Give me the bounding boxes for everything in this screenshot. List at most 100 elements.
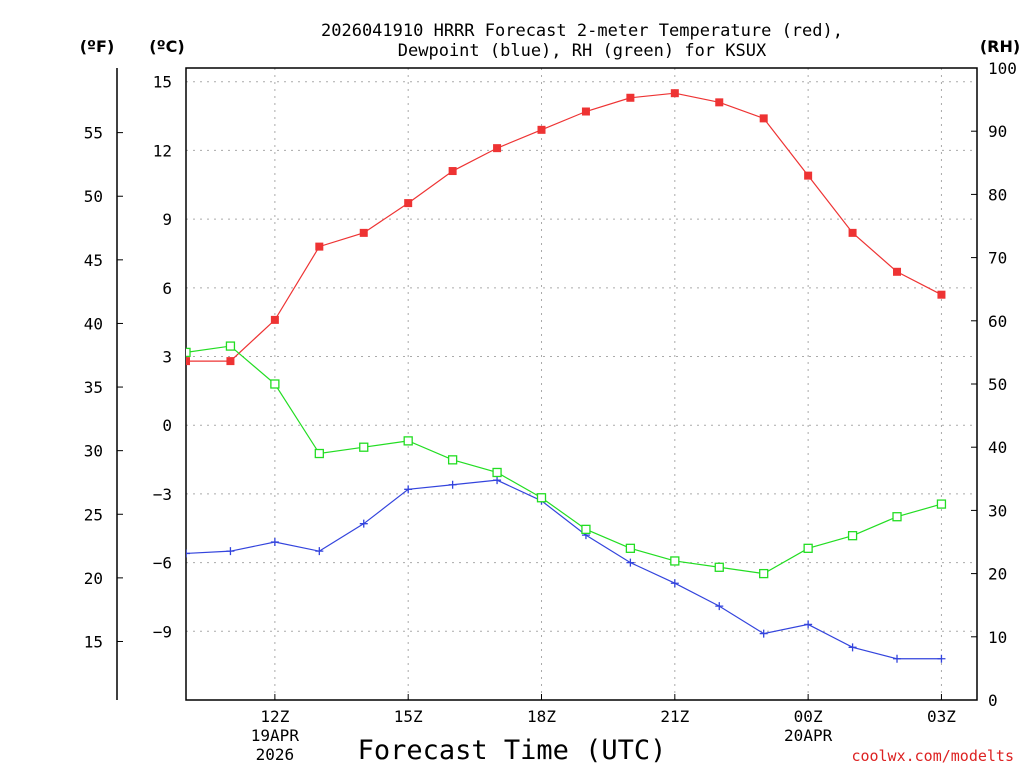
- dewpoint-point: [937, 654, 946, 663]
- temperature-point: [138, 357, 146, 365]
- dewpoint-line: [186, 479, 942, 660]
- x-tick-date-label: 20APR: [784, 726, 833, 745]
- rh-unit-label: (RH): [980, 37, 1020, 56]
- rh-point: [138, 323, 146, 331]
- credit-label: coolwx.com/modelts: [851, 747, 1014, 765]
- dewpoint-point: [626, 558, 635, 567]
- dewpoint-point: [804, 620, 813, 629]
- temperature-point: [715, 98, 724, 107]
- rh-point: [759, 568, 769, 579]
- celsius-tick-label: 9: [162, 210, 172, 229]
- temperature-point: [581, 107, 590, 116]
- dewpoint-point: [359, 519, 368, 528]
- fahrenheit-tick-label: 20: [84, 569, 103, 588]
- temperature-point: [848, 228, 857, 237]
- rh-point: [359, 442, 369, 452]
- dewpoint-point: [315, 547, 324, 556]
- rh-point: [803, 543, 813, 553]
- rh-tick-label: 60: [988, 312, 1007, 331]
- temperature-point: [937, 290, 946, 299]
- x-tick-label: 18Z: [527, 707, 556, 726]
- rh-tick-label: 100: [988, 59, 1017, 78]
- temperature-point: [537, 125, 546, 134]
- rh-point: [847, 531, 858, 541]
- x-axis-title: Forecast Time (UTC): [358, 735, 667, 766]
- celsius-tick-label: −9: [153, 622, 172, 641]
- temperature-point: [448, 167, 457, 176]
- fahrenheit-tick-label: 35: [84, 378, 103, 397]
- fahrenheit-tick-label: 40: [84, 314, 103, 333]
- plot-frame: [185, 67, 978, 701]
- dewpoint-point: [448, 480, 457, 489]
- fahrenheit-unit-label: (ºF): [80, 37, 115, 56]
- fahrenheit-tick-label: 50: [84, 187, 103, 206]
- celsius-tick-label: 6: [162, 279, 172, 298]
- dewpoint-point: [493, 476, 502, 485]
- celsius-tick-label: 15: [153, 73, 172, 92]
- temperature-point: [270, 315, 279, 324]
- celsius-tick-label: −6: [153, 554, 172, 573]
- celsius-tick-label: 12: [153, 141, 172, 160]
- x-tick-label: 15Z: [394, 707, 423, 726]
- dewpoint-point: [270, 538, 279, 546]
- x-tick-label: 03Z: [927, 707, 956, 726]
- rh-tick-label: 50: [988, 375, 1007, 394]
- x-tick-year-label: 2026: [256, 745, 295, 764]
- rh-tick-label: 30: [988, 501, 1007, 520]
- temperature-point: [359, 228, 368, 237]
- fahrenheit-tick-label: 30: [84, 442, 103, 461]
- temperature-point: [186, 357, 190, 366]
- series: [138, 89, 947, 663]
- temperature-point: [893, 267, 902, 276]
- rh-point: [625, 543, 636, 553]
- rh-point: [225, 341, 236, 351]
- rh-tick-label: 90: [988, 122, 1007, 141]
- dewpoint-point: [715, 602, 724, 611]
- rh-tick-label: 20: [988, 565, 1007, 584]
- temperature-point: [404, 199, 413, 208]
- rh-point: [581, 524, 591, 535]
- x-tick-label: 21Z: [660, 707, 689, 726]
- dewpoint-point: [893, 654, 902, 663]
- axes: [116, 67, 978, 701]
- x-tick-label: 12Z: [260, 707, 289, 726]
- fahrenheit-tick-label: 55: [84, 124, 103, 143]
- x-tick-date-label: 19APR: [251, 726, 300, 745]
- temperature-point: [759, 114, 768, 123]
- rh-point: [270, 379, 280, 389]
- rh-point: [714, 562, 724, 572]
- dewpoint-point: [404, 485, 413, 494]
- rh-line: [186, 345, 942, 575]
- temperature-point: [226, 357, 235, 366]
- temperature-point: [670, 89, 679, 98]
- dewpoint-point: [138, 531, 146, 539]
- rh-point: [403, 436, 413, 446]
- celsius-tick-label: 0: [162, 416, 172, 435]
- x-tick-label: 00Z: [794, 707, 823, 726]
- rh-point: [670, 556, 680, 566]
- rh-point: [447, 455, 458, 465]
- rh-point: [936, 499, 947, 509]
- temperature-point: [315, 242, 324, 251]
- temperature-point: [493, 144, 502, 153]
- tick-labels: 15129630−3−6−955504540353025201510090807…: [84, 59, 1017, 764]
- fahrenheit-tick-label: 15: [84, 632, 103, 651]
- rh-tick-label: 80: [988, 185, 1007, 204]
- temperature-point: [626, 93, 635, 102]
- rh-tick-label: 40: [988, 438, 1007, 457]
- rh-point: [314, 448, 324, 459]
- celsius-tick-label: 3: [162, 348, 172, 367]
- rh-tick-label: 10: [988, 628, 1007, 647]
- dewpoint-point: [848, 643, 857, 652]
- rh-point: [186, 347, 191, 358]
- rh-point: [492, 467, 502, 478]
- dewpoint-point: [759, 629, 768, 638]
- chart-title-line1: 2026041910 HRRR Forecast 2-meter Tempera…: [321, 21, 843, 41]
- chart-title-line2: Dewpoint (blue), RH (green) for KSUX: [398, 41, 767, 61]
- rh-tick-label: 70: [988, 249, 1007, 268]
- temperature-point: [804, 171, 813, 180]
- rh-tick-label: 0: [988, 691, 998, 710]
- rh-point: [892, 512, 902, 522]
- dewpoint-point: [226, 547, 235, 556]
